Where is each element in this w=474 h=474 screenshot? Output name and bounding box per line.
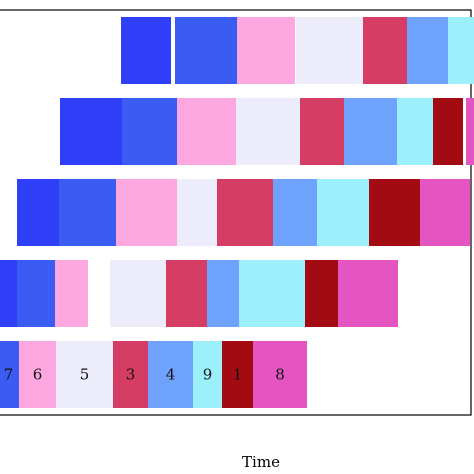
bar-row3-task8: [420, 179, 470, 246]
bar-row3-task2: [17, 179, 59, 246]
bar-row1-task7: [175, 17, 237, 84]
bar-row4-task7: [17, 260, 55, 327]
bars-layer: [0, 17, 474, 408]
bar-row1-task6: [237, 17, 295, 84]
bar-row2-task8: [466, 98, 474, 165]
bar-row5-task6: [19, 341, 56, 408]
bar-row5-task8: [253, 341, 307, 408]
bar-row2-task7: [122, 98, 177, 165]
bar-row4-task3: [166, 260, 207, 327]
segment-label-task7: 7: [4, 366, 14, 384]
bar-row3-task4: [273, 179, 317, 246]
x-axis-label: Time: [242, 453, 280, 471]
bar-row4-task8: [338, 260, 398, 327]
bar-row4-task4: [207, 260, 239, 327]
bar-row3-task9: [317, 179, 369, 246]
bar-row2-task2: [60, 98, 122, 165]
plot-frame: [0, 9, 472, 416]
bar-row1-task3: [363, 17, 407, 84]
bar-row4-task5: [110, 260, 166, 327]
bar-row3-task6: [116, 179, 177, 246]
bar-row5-task3: [113, 341, 148, 408]
segment-label-task1: 1: [233, 366, 243, 384]
bar-row5-task1: [222, 341, 253, 408]
bar-row2-task1: [433, 98, 463, 165]
bar-row4-task9: [239, 260, 305, 327]
bar-row1-task4: [407, 17, 448, 84]
bar-row3-task7: [59, 179, 116, 246]
bar-row2-task3: [300, 98, 344, 165]
segment-label-task3: 3: [126, 366, 136, 384]
bar-row5-task5: [56, 341, 113, 408]
segment-label-task4: 4: [166, 366, 176, 384]
bar-row5-task9: [193, 341, 222, 408]
bar-row3-task3: [217, 179, 273, 246]
segment-label-task9: 9: [203, 366, 213, 384]
bar-row2-task5: [236, 98, 300, 165]
segment-label-task8: 8: [275, 366, 285, 384]
segment-label-task6: 6: [33, 366, 43, 384]
bar-row4-task1: [305, 260, 338, 327]
bar-row2-task9: [397, 98, 433, 165]
bar-row2-task4: [344, 98, 397, 165]
bar-row1-task9: [448, 17, 474, 84]
bar-row1-task5: [296, 17, 363, 84]
segment-labels-layer: 7 6 5 3 4 9 1 8: [4, 366, 285, 384]
bar-row4-task2: [0, 260, 17, 327]
segment-label-task5: 5: [80, 366, 90, 384]
bar-row3-task5: [177, 179, 217, 246]
bar-row1-task2: [121, 17, 171, 84]
bar-row3-task1: [369, 179, 420, 246]
bar-row5-task4: [148, 341, 193, 408]
bar-row4-task6: [55, 260, 88, 327]
bar-row2-task6: [177, 98, 236, 165]
bar-row5-task7: [0, 341, 19, 408]
